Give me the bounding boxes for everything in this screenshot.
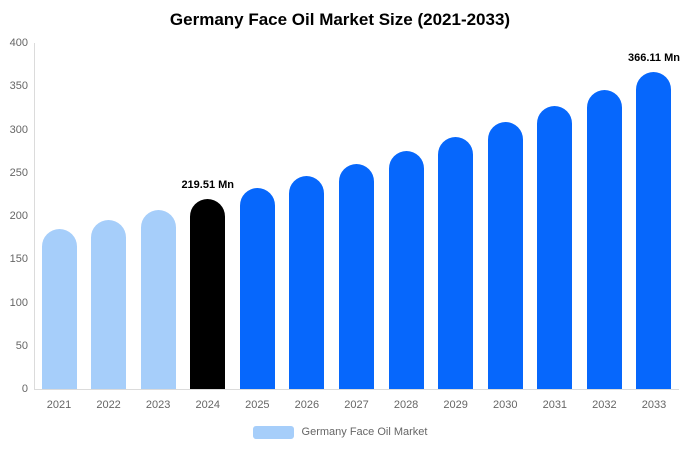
bar-2028[interactable] — [388, 150, 424, 389]
bar-2027[interactable] — [338, 163, 374, 389]
x-axis-label-2028: 2028 — [393, 399, 419, 411]
y-axis-tick-300: 300 — [9, 123, 28, 136]
bar-2026[interactable] — [289, 176, 325, 389]
y-axis-tick-200: 200 — [9, 210, 28, 222]
bar-2024[interactable] — [190, 199, 226, 389]
x-axis-label-2032: 2032 — [592, 399, 617, 411]
y-axis-tick-400: 400 — [9, 37, 28, 49]
y-axis-tick-150: 150 — [9, 253, 28, 266]
x-axis-label-2027: 2027 — [344, 399, 369, 411]
legend-label: Germany Face Oil Market — [301, 426, 428, 438]
x-axis-label-2025: 2025 — [245, 399, 270, 411]
x-axis-label-2024: 2024 — [195, 399, 220, 411]
y-axis-tick-350: 350 — [9, 80, 28, 93]
x-axis-label-2023: 2023 — [145, 399, 171, 411]
x-axis-label-2029: 2029 — [443, 399, 468, 411]
y-axis-tick-0: 0 — [21, 383, 28, 395]
x-axis-label-2021: 2021 — [46, 399, 72, 411]
chart-title: Germany Face Oil Market Size (2021-2033) — [169, 10, 511, 29]
bar-2033[interactable] — [636, 72, 672, 389]
bar-2032[interactable] — [586, 89, 622, 389]
x-axis-label-2022: 2022 — [96, 399, 121, 411]
y-axis-tick-50: 50 — [15, 339, 28, 352]
plot-area — [34, 43, 679, 390]
bar-2022[interactable] — [91, 219, 127, 389]
bar-2021[interactable] — [41, 228, 77, 389]
x-axis-label-2031: 2031 — [542, 399, 568, 411]
bar-2030[interactable] — [487, 121, 523, 389]
bar-2029[interactable] — [438, 136, 474, 389]
data-label-2024: 219.51 Mn — [181, 179, 235, 192]
y-axis-tick-100: 100 — [9, 296, 28, 309]
x-axis-label-2030: 2030 — [492, 399, 518, 411]
y-axis-tick-250: 250 — [9, 166, 28, 179]
bar-2031[interactable] — [537, 106, 573, 389]
bar-2025[interactable] — [239, 187, 275, 389]
x-axis-label-2033: 2033 — [641, 399, 667, 411]
legend-swatch — [252, 425, 294, 439]
legend-item[interactable]: Germany Face Oil Market — [0, 425, 680, 439]
data-label-2033: 366.11 Mn — [627, 52, 680, 65]
x-axis-label-2026: 2026 — [294, 399, 320, 411]
bar-2023[interactable] — [140, 209, 176, 389]
